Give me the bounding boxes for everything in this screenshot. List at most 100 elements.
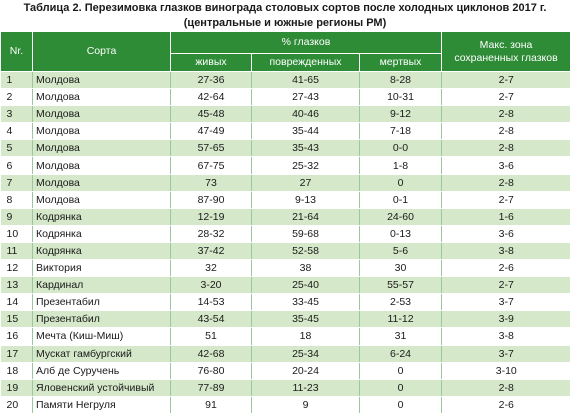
caption-line-1: Таблица 2. Перезимовка глазков винограда…	[0, 1, 570, 16]
dead-percent-cell: 1-8	[360, 157, 442, 174]
variety-cell: Кодрянка	[33, 242, 171, 259]
variety-cell: Молдова	[33, 89, 171, 106]
dead-percent-cell: 0-0	[360, 140, 442, 157]
alive-percent-cell: 32	[171, 260, 252, 277]
row-number-cell: 20	[1, 396, 33, 413]
max-zone-cell: 3-7	[442, 294, 570, 311]
damaged-percent-cell: 27	[252, 174, 360, 191]
damaged-percent-cell: 11-23	[252, 379, 360, 396]
damaged-percent-cell: 25-40	[252, 277, 360, 294]
alive-percent-cell: 76-80	[171, 362, 252, 379]
row-number-cell: 6	[1, 157, 33, 174]
variety-cell: Кодрянка	[33, 225, 171, 242]
dead-percent-cell: 0-1	[360, 191, 442, 208]
max-zone-cell: 3-6	[442, 225, 570, 242]
row-number-cell: 17	[1, 345, 33, 362]
damaged-percent-cell: 59-68	[252, 225, 360, 242]
variety-cell: Мечта (Киш-Миш)	[33, 328, 171, 345]
damaged-percent-cell: 18	[252, 328, 360, 345]
row-number-cell: 10	[1, 225, 33, 242]
row-number-cell: 18	[1, 362, 33, 379]
variety-cell: Молдова	[33, 157, 171, 174]
max-zone-cell: 3-10	[442, 362, 570, 379]
alive-percent-cell: 3-20	[171, 277, 252, 294]
alive-percent-cell: 43-54	[171, 311, 252, 328]
max-zone-cell: 2-7	[442, 191, 570, 208]
damaged-percent-cell: 33-45	[252, 294, 360, 311]
header-damaged: поврежденных	[252, 54, 360, 72]
alive-percent-cell: 77-89	[171, 379, 252, 396]
max-zone-cell: 1-6	[442, 208, 570, 225]
dead-percent-cell: 9-12	[360, 106, 442, 123]
max-zone-cell: 2-8	[442, 123, 570, 140]
max-zone-cell: 2-6	[442, 396, 570, 413]
row-number-cell: 14	[1, 294, 33, 311]
dead-percent-cell: 31	[360, 328, 442, 345]
wintering-table: Nr. Сорта % глазков Макс. зона сохраненн…	[0, 31, 570, 414]
variety-cell: Молдова	[33, 72, 171, 89]
variety-cell: Памяти Негруля	[33, 396, 171, 413]
alive-percent-cell: 28-32	[171, 225, 252, 242]
caption-line-2: (центральные и южные регионы РМ)	[0, 16, 570, 31]
alive-percent-cell: 42-68	[171, 345, 252, 362]
variety-cell: Молдова	[33, 174, 171, 191]
row-number-cell: 3	[1, 106, 33, 123]
variety-cell: Молдова	[33, 123, 171, 140]
max-zone-cell: 2-6	[442, 260, 570, 277]
alive-percent-cell: 45-48	[171, 106, 252, 123]
row-number-cell: 7	[1, 174, 33, 191]
damaged-percent-cell: 35-45	[252, 311, 360, 328]
damaged-percent-cell: 20-24	[252, 362, 360, 379]
alive-percent-cell: 57-65	[171, 140, 252, 157]
row-number-cell: 5	[1, 140, 33, 157]
max-zone-cell: 2-8	[442, 106, 570, 123]
header-max-zone-line-1: Макс. зона	[442, 39, 570, 52]
header-nr: Nr.	[1, 32, 33, 72]
alive-percent-cell: 27-36	[171, 72, 252, 89]
max-zone-cell: 3-9	[442, 311, 570, 328]
document-page: Таблица 2. Перезимовка глазков винограда…	[0, 0, 570, 400]
max-zone-cell: 3-8	[442, 242, 570, 259]
alive-percent-cell: 91	[171, 396, 252, 413]
max-zone-cell: 3-6	[442, 157, 570, 174]
max-zone-cell: 2-7	[442, 72, 570, 89]
alive-percent-cell: 87-90	[171, 191, 252, 208]
variety-cell: Виктория	[33, 260, 171, 277]
variety-cell: Презентабил	[33, 294, 171, 311]
alive-percent-cell: 14-53	[171, 294, 252, 311]
alive-percent-cell: 51	[171, 328, 252, 345]
damaged-percent-cell: 38	[252, 260, 360, 277]
header-row-1: Nr. Сорта % глазков Макс. зона сохраненн…	[1, 32, 570, 54]
variety-cell: Молдова	[33, 191, 171, 208]
variety-cell: Алб де Суручень	[33, 362, 171, 379]
row-number-cell: 8	[1, 191, 33, 208]
damaged-percent-cell: 25-34	[252, 345, 360, 362]
damaged-percent-cell: 21-64	[252, 208, 360, 225]
damaged-percent-cell: 52-58	[252, 242, 360, 259]
variety-cell: Кардинал	[33, 277, 171, 294]
alive-percent-cell: 73	[171, 174, 252, 191]
dead-percent-cell: 0	[360, 362, 442, 379]
row-number-cell: 1	[1, 72, 33, 89]
max-zone-cell: 2-8	[442, 140, 570, 157]
row-number-cell: 19	[1, 379, 33, 396]
max-zone-cell: 3-8	[442, 328, 570, 345]
row-number-cell: 9	[1, 208, 33, 225]
row-number-cell: 11	[1, 242, 33, 259]
damaged-percent-cell: 25-32	[252, 157, 360, 174]
damaged-percent-cell: 41-65	[252, 72, 360, 89]
alive-percent-cell: 42-64	[171, 89, 252, 106]
header-max-zone: Макс. зона сохраненных глазков	[442, 32, 570, 72]
variety-cell: Яловенский устойчивый	[33, 379, 171, 396]
